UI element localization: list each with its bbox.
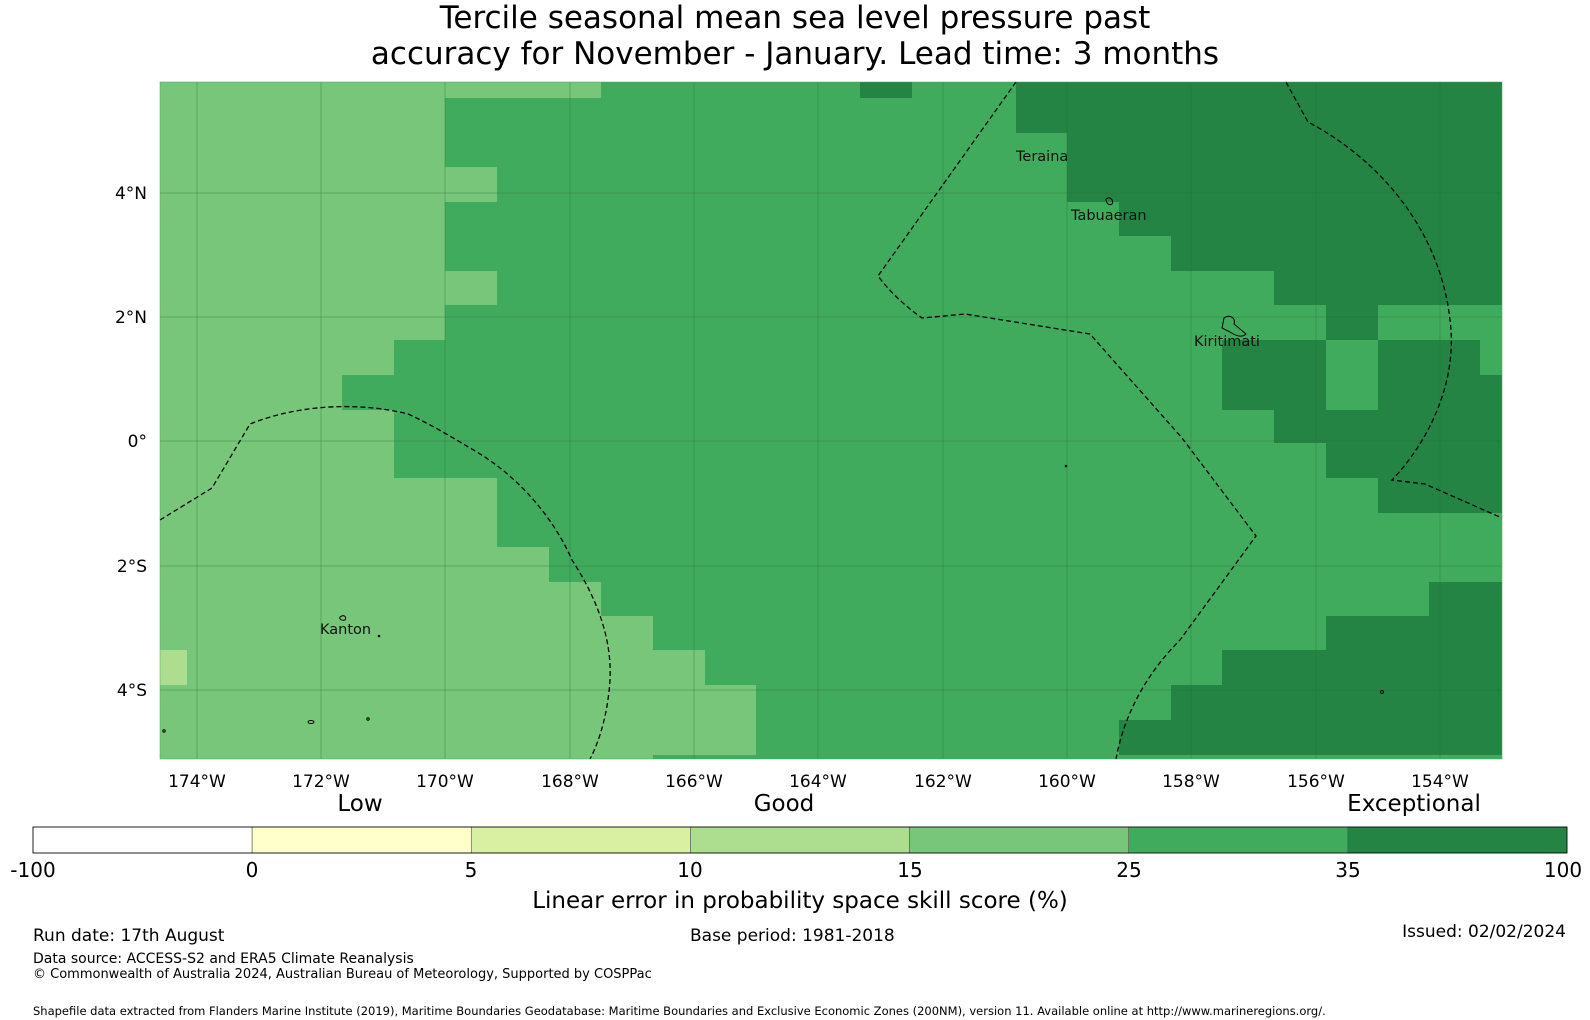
y-axis-labels: 4°N 2°N 0° 2°S 4°S (115, 184, 147, 701)
colorbar-category-labels: Low Good Exceptional (337, 791, 1480, 817)
shapefile-credit: Shapefile data extracted from Flanders M… (33, 1004, 1326, 1018)
colorbar-tick-label: 35 (1335, 858, 1360, 882)
x-tick-label: 158°W (1162, 772, 1220, 792)
map-title-line-2: accuracy for November - January. Lead ti… (370, 36, 1220, 72)
category-label-exceptional: Exceptional (1347, 791, 1481, 817)
colorbar-label: Linear error in probability space skill … (532, 888, 1068, 914)
eez-boundary-line-islands-east (1285, 81, 1503, 519)
colorbar-segment (251, 826, 472, 854)
place-label-tabuaeran: Tabuaeran (1070, 208, 1147, 224)
eez-boundaries (159, 81, 1503, 760)
colorbar-segments (32, 826, 1568, 854)
colorbar-tick-label: 100 (1544, 858, 1582, 882)
colorbar: Low Good Exceptional -100 0 5 10 15 25 3… (10, 791, 1582, 914)
colorbar-tick-label: 15 (897, 858, 922, 882)
colorbar-segment (32, 826, 253, 854)
y-tick-label: 2°S (117, 557, 147, 577)
graticule (160, 82, 1502, 759)
colorbar-tick-label: -100 (10, 858, 55, 882)
x-tick-label: 172°W (292, 772, 350, 792)
y-tick-label: 4°S (117, 681, 147, 701)
colorbar-frame (32, 826, 1568, 854)
category-label-low: Low (337, 791, 382, 817)
x-tick-label: 170°W (416, 772, 474, 792)
colorbar-segment (909, 826, 1130, 854)
place-label-teraina: Teraina (1015, 149, 1068, 165)
colorbar-segment (470, 826, 691, 854)
x-tick-label: 164°W (789, 772, 847, 792)
x-tick-label: 154°W (1411, 772, 1469, 792)
y-tick-label: 0° (128, 432, 147, 452)
x-tick-label: 160°W (1038, 772, 1096, 792)
colorbar-segment (690, 826, 910, 854)
colorbar-tick-labels: -100 0 5 10 15 25 35 100 (10, 858, 1582, 882)
category-label-good: Good (754, 791, 815, 817)
eez-boundary-phoenix (159, 405, 611, 760)
run-date: Run date: 17th August (33, 926, 225, 946)
colorbar-tick-label: 25 (1116, 858, 1141, 882)
y-tick-label: 4°N (115, 184, 147, 204)
skill-score-field (160, 82, 1502, 759)
colorbar-tick-label: 5 (465, 858, 478, 882)
island-kiritimati-outline (1221, 315, 1247, 337)
island-tabuaeran-outline (1105, 197, 1113, 206)
data-source: Data source: ACCESS-S2 and ERA5 Climate … (33, 951, 414, 967)
colorbar-tick-label: 10 (677, 858, 702, 882)
x-tick-label: 174°W (168, 772, 226, 792)
x-tick-label: 156°W (1287, 772, 1345, 792)
x-axis-labels: 174°W 172°W 170°W 168°W 166°W 164°W 162°… (168, 772, 1469, 792)
base-period: Base period: 1981-2018 (690, 926, 895, 946)
x-tick-label: 162°W (914, 772, 972, 792)
islands (162, 197, 1384, 733)
copyright: © Commonwealth of Australia 2024, Austra… (33, 967, 652, 982)
y-tick-label: 2°N (115, 308, 147, 328)
map-title-line-1: Tercile seasonal mean sea level pressure… (439, 0, 1151, 36)
colorbar-tick-label: 0 (246, 858, 259, 882)
island-kanton-outline (339, 615, 347, 621)
colorbar-segment (1347, 826, 1568, 854)
issued-date: Issued: 02/02/2024 (1402, 922, 1566, 942)
x-tick-label: 168°W (541, 772, 599, 792)
place-labels: Teraina Tabuaeran Kiritimati Kanton (320, 149, 1260, 638)
x-tick-label: 166°W (665, 772, 723, 792)
place-label-kanton: Kanton (320, 622, 371, 638)
place-label-kiritimati: Kiritimati (1194, 334, 1260, 350)
map-frame (159, 81, 1503, 760)
eez-boundary-line-islands-west (877, 81, 1257, 760)
colorbar-segment (1128, 826, 1349, 854)
